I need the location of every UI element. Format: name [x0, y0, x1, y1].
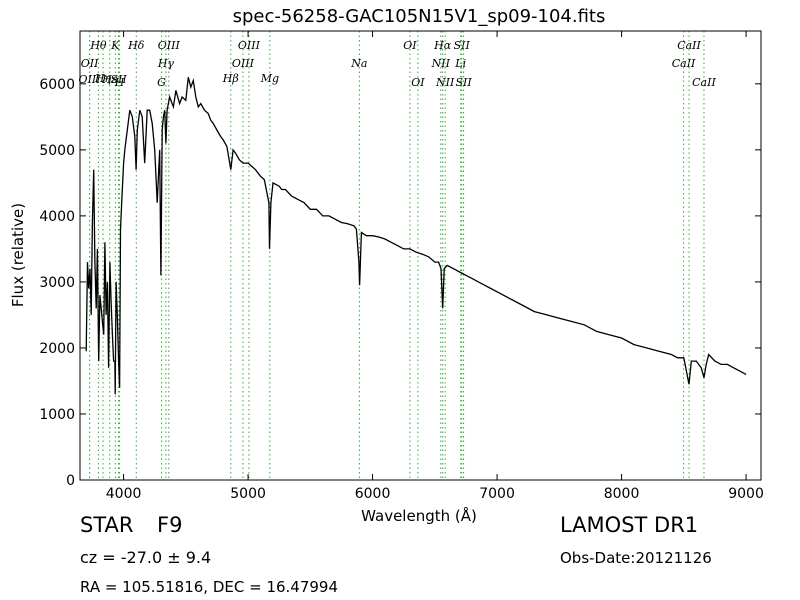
line-label-2: Hθ [89, 39, 107, 52]
line-label-3: Hη [94, 72, 112, 85]
line-label-12: Hβ [222, 72, 239, 85]
axis-layer: 4000 5000 6000 7000 8000 9000 0 1000 2000 3000 400… [39, 31, 764, 502]
chart-title: spec-56258-GAC105N15V1_sp09-104.fits [233, 6, 606, 27]
y-tick-label-4: 4000 [39, 209, 75, 225]
x-axis-label: Wavelength (Å) [361, 506, 477, 525]
cz-value: cz = -27.0 ± 9.4 [80, 548, 212, 567]
obs-date: Obs-Date:20121126 [560, 549, 712, 567]
x-tick-label-3: 7000 [479, 486, 515, 502]
line-label-9: G [157, 76, 166, 89]
survey-name: LAMOST DR1 [560, 513, 699, 537]
object-subclass: F9 [157, 513, 183, 537]
line-label-6: SII [110, 73, 127, 86]
line-label-4: Hε [101, 73, 118, 86]
line-label-7: H [114, 76, 125, 89]
y-tick-label-2: 2000 [39, 341, 75, 357]
x-tick-label-0: 4000 [106, 486, 142, 502]
x-tick-label-4: 8000 [604, 486, 640, 502]
line-label-27: CaII [692, 76, 716, 89]
line-label-19: NII [431, 57, 451, 70]
y-tick-label-6: 6000 [39, 77, 75, 93]
line-label-5: K [110, 39, 120, 52]
line-label-15: Mg [260, 72, 279, 85]
y-tick-label-0: 0 [66, 473, 75, 489]
line-label-13: OIII [232, 57, 255, 70]
line-label-23: SII [454, 39, 471, 52]
line-label-18: OI [411, 76, 425, 89]
x-tick-label-5: 9000 [728, 486, 764, 502]
ra-dec: RA = 105.51816, DEC = 16.47994 [80, 578, 339, 596]
spectrum-line [85, 77, 747, 395]
line-label-14: OIII [238, 39, 261, 52]
line-label-11: Hγ [157, 57, 175, 70]
line-label-1: OIII [79, 73, 102, 86]
line-label-20: Hα [433, 39, 452, 52]
line-label-17: OI [403, 39, 417, 52]
x-tick-label-2: 6000 [355, 486, 391, 502]
line-label-8: Hδ [127, 39, 145, 52]
plot-frame [79, 30, 762, 481]
line-label-21: NII [435, 76, 455, 89]
y-axis-label: Flux (relative) [9, 203, 27, 307]
line-label-22: Li [454, 57, 466, 70]
line-label-26: CaII [677, 39, 701, 52]
y-tick-label-5: 5000 [39, 143, 75, 159]
line-marker-layer: OIIOIIIHθHηHεKSIIHHδGOIIIHγHβOIIIOIIIMgN… [79, 31, 716, 480]
line-label-10: OIII [158, 39, 181, 52]
line-label-16: Na [350, 57, 367, 70]
object-class: STAR [80, 513, 134, 537]
x-tick-label-1: 5000 [230, 486, 266, 502]
y-tick-label-1: 1000 [39, 407, 75, 423]
y-tick-label-3: 3000 [39, 275, 75, 291]
line-label-24: SII [455, 76, 472, 89]
line-label-25: CaII [672, 57, 696, 70]
